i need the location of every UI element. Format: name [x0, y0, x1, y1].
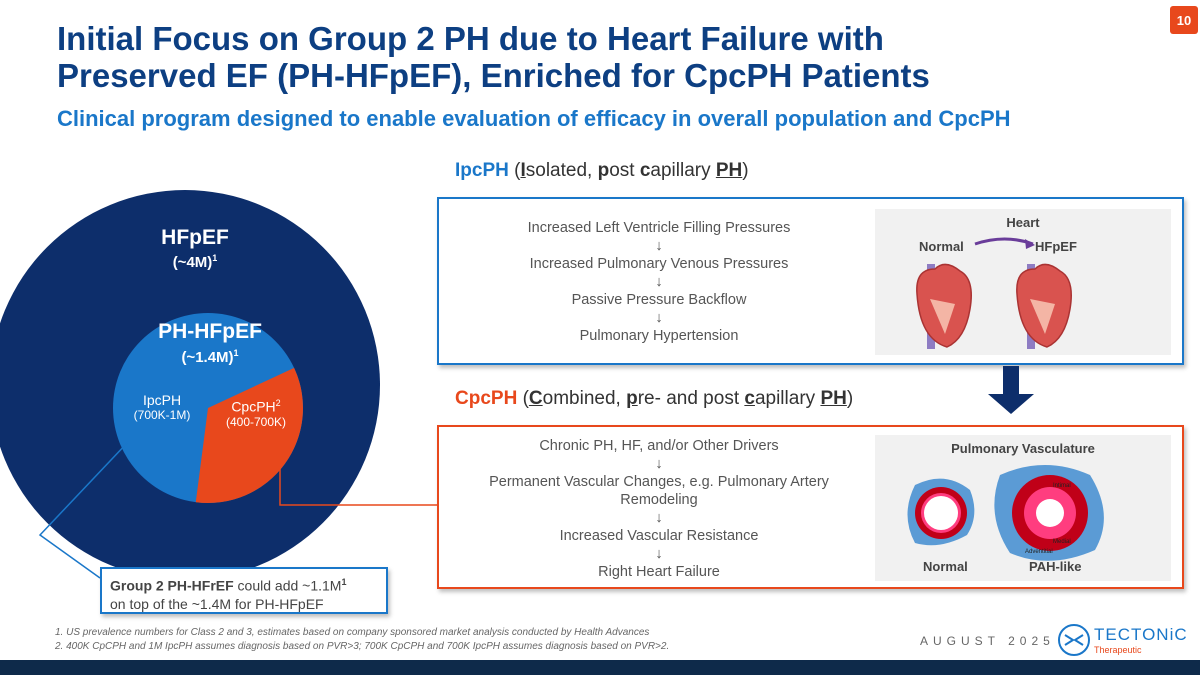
down-arrow-icon: ↓ — [655, 456, 663, 472]
ipcph-heading: IpcPH (Isolated, post capillary PH) — [455, 160, 749, 181]
flow-step: Increased Vascular Resistance — [559, 528, 759, 544]
footnotes: 1. US prevalence numbers for Class 2 and… — [55, 627, 670, 652]
population-diagram — [0, 190, 440, 580]
svg-text:Medial: Medial — [1053, 539, 1071, 545]
vasculature-image: Pulmonary Vasculature Adventitial Intima… — [875, 435, 1171, 581]
cpcph-wedge — [195, 367, 304, 503]
flow-step: Chronic PH, HF, and/or Other Drivers — [539, 438, 779, 454]
heart-icon — [916, 237, 1072, 349]
cpcph-label: CpcPH2 (400-700K) — [225, 398, 287, 429]
flow-step: Pulmonary Hypertension — [579, 328, 739, 344]
svg-text:Adventitial: Adventitial — [1025, 549, 1053, 555]
flow-step: Passive Pressure Backflow — [571, 292, 747, 308]
company-logo: TECTONiC Therapeutic — [1057, 623, 1188, 657]
page-title: Initial Focus on Group 2 PH due to Heart… — [57, 20, 930, 94]
down-arrow-icon: ↓ — [655, 238, 663, 254]
down-arrow-icon — [988, 366, 1034, 414]
flow-step: Right Heart Failure — [598, 564, 720, 580]
down-arrow-icon: ↓ — [655, 274, 663, 290]
logo-icon — [1058, 624, 1090, 656]
flow-step: Increased Pulmonary Venous Pressures — [529, 256, 789, 272]
hfpef-label: HFpEF (~4M)1 — [161, 226, 229, 271]
page-number: 10 — [1170, 6, 1198, 34]
cpcph-box: Chronic PH, HF, and/or Other Drivers ↓ Per… — [437, 425, 1184, 589]
page-subtitle: Clinical program designed to enable eval… — [57, 106, 1011, 131]
svg-text:Intimal: Intimal — [1053, 483, 1071, 489]
ipcph-box: Increased Left Ventricle Filling Pressur… — [437, 197, 1184, 365]
date-label: AUGUST 2025 — [920, 634, 1055, 648]
down-arrow-icon: ↓ — [655, 510, 663, 526]
down-arrow-icon: ↓ — [655, 310, 663, 326]
hfref-callout: Group 2 PH-HFrEF could add ~1.1M1 on top… — [100, 567, 388, 614]
flow-step: Permanent Vascular Changes, e.g. Pulmona… — [489, 474, 829, 508]
flow-step: Increased Left Ventricle Filling Pressur… — [527, 220, 791, 236]
callout-line — [38, 441, 129, 579]
ipcph-flow: Increased Left Ventricle Filling Pressur… — [479, 219, 839, 345]
footer-bar — [0, 660, 1200, 675]
ipcph-label: IpcPH (700K-1M) — [133, 392, 191, 422]
cpcph-heading: CpcPH (Combined, pre- and post capillary… — [455, 388, 854, 409]
cpcph-connector-line — [279, 455, 440, 506]
down-arrow-icon: ↓ — [655, 546, 663, 562]
heart-image: Heart Normal HFpEF — [875, 209, 1171, 355]
vessel-icon: Adventitial Intimal Medial — [907, 465, 1104, 561]
cpcph-flow: Chronic PH, HF, and/or Other Drivers ↓ Per… — [459, 437, 859, 581]
ph-hfpef-label: PH-HFpEF (~1.4M)1 — [158, 320, 262, 366]
